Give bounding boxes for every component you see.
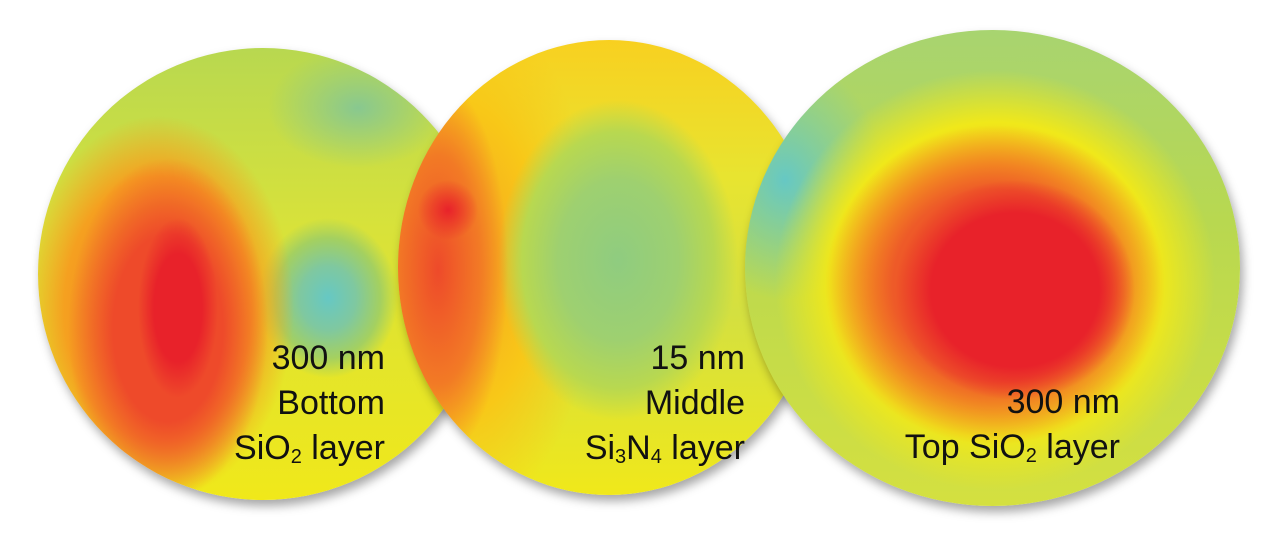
bottom-layer-label: 300 nm Bottom SiO2 layer	[234, 336, 385, 471]
position-text: Bottom	[277, 384, 385, 422]
top-sio2-thickness-map	[745, 30, 1240, 506]
material-text: Si3N4 layer	[584, 429, 745, 468]
thickness-text: 300 nm	[271, 339, 385, 377]
thickness-text: 300 nm	[1006, 383, 1120, 421]
middle-layer-label: 15 nm Middle Si3N4 layer	[585, 336, 745, 471]
top-layer-label: 300 nm Top SiO2 layer	[905, 380, 1120, 470]
position-text: Middle	[644, 384, 745, 422]
thickness-text: 15 nm	[650, 339, 746, 377]
material-text: Top SiO2 layer	[904, 428, 1120, 467]
material-text: SiO2 layer	[234, 429, 385, 468]
